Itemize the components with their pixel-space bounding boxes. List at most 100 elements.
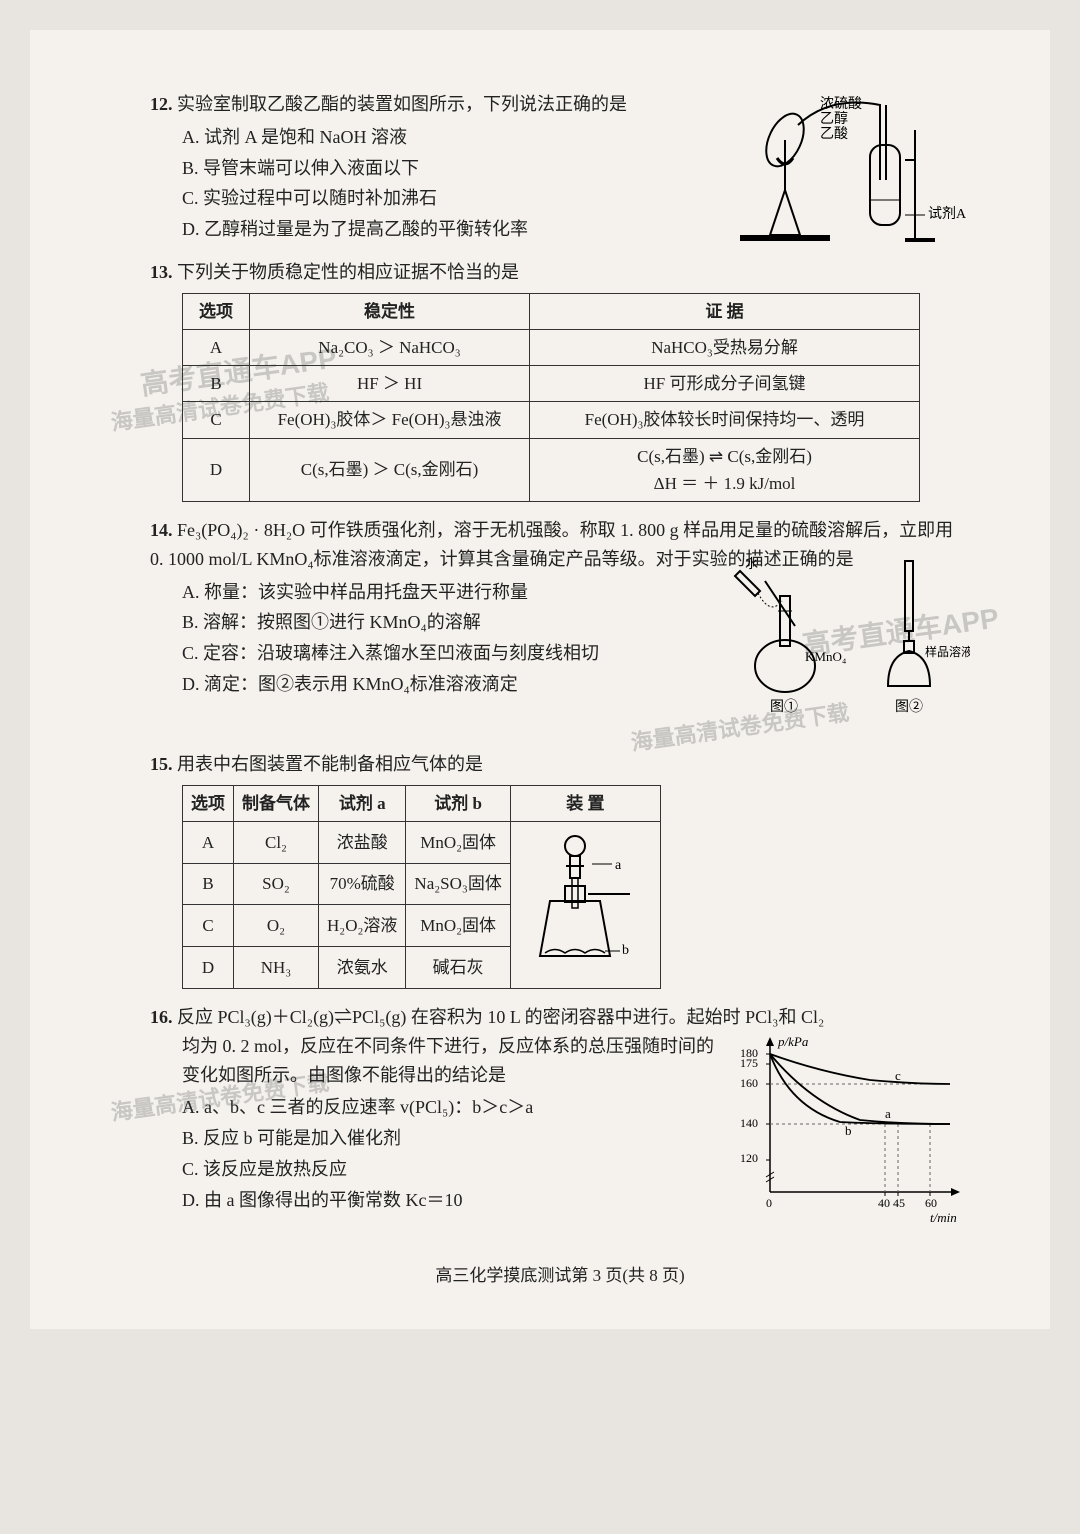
cell: Na₂SO₃固体 xyxy=(406,863,510,905)
q15-apparatus-cell: a b xyxy=(510,821,660,988)
ytick: 120 xyxy=(740,1151,758,1165)
q12-diagram: 浓硫酸 乙醇 乙酸 试剂A xyxy=(710,90,970,260)
xtick: 0 xyxy=(766,1196,772,1210)
cell: NaHCO₃受热易分解 xyxy=(530,329,920,365)
q13-th-stab: 稳定性 xyxy=(250,293,530,329)
question-15: 15. 用表中右图装置不能制备相应气体的是 选项 制备气体 试剂 a 试剂 b … xyxy=(150,750,970,989)
q14-number: 14. xyxy=(150,520,173,540)
ytick: 140 xyxy=(740,1116,758,1130)
question-12: 12. 实验室制取乙酸乙酯的装置如图所示，下列说法正确的是 xyxy=(150,90,970,244)
ylabel: p/kPa xyxy=(777,1034,809,1049)
q16-options: A. a、b、c 三者的反应速率 v(PCl₅)：b＞c＞a B. 反应 b 可… xyxy=(150,1093,716,1214)
q16-stem-start: 反应 PCl₃(g)＋Cl₂(g)⇌PCl₅(g) 在容积为 10 L 的密闭容… xyxy=(177,1007,824,1027)
th: 制备气体 xyxy=(234,785,319,821)
q13-stem: 下列关于物质稳定性的相应证据不恰当的是 xyxy=(177,262,519,282)
label-fig1: 图① xyxy=(770,699,798,715)
xlabel: t/min xyxy=(930,1210,957,1225)
label-reagent-a: 试剂A xyxy=(928,206,967,222)
q16-stem-cont: 均为 0. 2 mol，反应在不同条件下进行，反应体系的总压强随时间的变化如图所… xyxy=(150,1032,716,1090)
q12-number: 12. xyxy=(150,94,173,114)
series-a: a xyxy=(885,1106,891,1121)
label-kmno4: KMnO₄ xyxy=(805,649,847,664)
cell: 碱石灰 xyxy=(406,947,510,989)
table-row: D C(s,石墨) ＞ C(s,金刚石) C(s,石墨) ⇌ C(s,金刚石) … xyxy=(183,438,920,501)
cell: 浓氨水 xyxy=(319,947,406,989)
cell: D xyxy=(183,438,250,501)
series-b: b xyxy=(845,1123,852,1138)
q13-number: 13. xyxy=(150,262,173,282)
page-footer: 高三化学摸底测试第 3 页(共 8 页) xyxy=(150,1262,970,1289)
q14-opt-d: D. 滴定：图②表示用 KMnO₄标准溶液滴定 xyxy=(182,670,690,699)
q16-opt-d: D. 由 a 图像得出的平衡常数 Kc＝10 xyxy=(182,1186,716,1215)
cell: C xyxy=(183,905,234,947)
q16-number: 16. xyxy=(150,1007,173,1027)
table-row: A Na₂CO₃ ＞ NaHCO₃ NaHCO₃受热易分解 xyxy=(183,329,920,365)
th: 装 置 xyxy=(510,785,660,821)
th: 试剂 b xyxy=(406,785,510,821)
q12-opt-d: D. 乙醇稍过量是为了提高乙酸的平衡转化率 xyxy=(182,215,710,244)
label-sample: 样品溶液 xyxy=(925,644,970,659)
cell: C(s,石墨) ⇌ C(s,金刚石) ΔH ＝ ＋ 1.9 kJ/mol xyxy=(530,438,920,501)
cell: D xyxy=(183,947,234,989)
cell: A xyxy=(183,329,250,365)
cell: H₂O₂溶液 xyxy=(319,905,406,947)
cell: MnO₂固体 xyxy=(406,905,510,947)
ytick: 175 xyxy=(740,1056,758,1070)
cell: O₂ xyxy=(234,905,319,947)
cell: NH₃ xyxy=(234,947,319,989)
label-water: 水 xyxy=(745,556,758,571)
cell: 浓盐酸 xyxy=(319,821,406,863)
q16-chart: 180 175 160 140 120 0 40 45 60 xyxy=(730,1032,970,1232)
ytick: 160 xyxy=(740,1076,758,1090)
q12-opt-c: C. 实验过程中可以随时补加沸石 xyxy=(182,184,710,213)
svg-text:b: b xyxy=(622,943,629,958)
q13-th-ev: 证 据 xyxy=(530,293,920,329)
cell: Cl₂ xyxy=(234,821,319,863)
q16-opt-b: B. 反应 b 可能是加入催化剂 xyxy=(182,1124,716,1153)
series-c: c xyxy=(895,1068,901,1083)
q13-table: 选项 稳定性 证 据 A Na₂CO₃ ＞ NaHCO₃ NaHCO₃受热易分解… xyxy=(182,293,920,502)
q14-diagram: 水 KMnO₄ 图① 样品溶液 图② xyxy=(710,556,970,726)
cell: MnO₂固体 xyxy=(406,821,510,863)
page: 高考直通车APP 海量高清试卷免费下载 高考直通车APP 海量高清试卷免费下载 … xyxy=(30,30,1050,1329)
q13-th-opt: 选项 xyxy=(183,293,250,329)
question-13: 13. 下列关于物质稳定性的相应证据不恰当的是 选项 稳定性 证 据 A Na₂… xyxy=(150,258,970,502)
label-acetic: 乙酸 xyxy=(820,126,848,142)
svg-text:a: a xyxy=(615,858,622,873)
table-row: C Fe(OH)₃胶体＞ Fe(OH)₃悬浊液 Fe(OH)₃胶体较长时间保持均… xyxy=(183,402,920,438)
q14-opt-a: A. 称量：该实验中样品用托盘天平进行称量 xyxy=(182,578,690,607)
cell: C xyxy=(183,402,250,438)
q14-opt-c: C. 定容：沿玻璃棒注入蒸馏水至凹液面与刻度线相切 xyxy=(182,639,690,668)
xtick: 40 xyxy=(878,1196,890,1210)
q12-options: A. 试剂 A 是饱和 NaOH 溶液 B. 导管末端可以伸入液面以下 C. 实… xyxy=(150,123,710,244)
label-ethanol: 乙醇 xyxy=(820,110,848,127)
th: 试剂 a xyxy=(319,785,406,821)
q15-apparatus-icon: a b xyxy=(520,826,650,976)
q12-stem: 实验室制取乙酸乙酯的装置如图所示，下列说法正确的是 xyxy=(177,94,627,114)
q14-opt-b: B. 溶解：按照图①进行 KMnO₄的溶解 xyxy=(182,608,690,637)
xtick: 45 xyxy=(893,1196,905,1210)
cell: B xyxy=(183,863,234,905)
cell: Fe(OH)₃胶体＞ Fe(OH)₃悬浊液 xyxy=(250,402,530,438)
cell: HF 可形成分子间氢键 xyxy=(530,366,920,402)
q16-opt-c: C. 该反应是放热反应 xyxy=(182,1155,716,1184)
label-fig2: 图② xyxy=(895,699,923,715)
cell: SO₂ xyxy=(234,863,319,905)
cell: HF ＞ HI xyxy=(250,366,530,402)
q12-opt-b: B. 导管末端可以伸入液面以下 xyxy=(182,154,710,183)
q14-options: A. 称量：该实验中样品用托盘天平进行称量 B. 溶解：按照图①进行 KMnO₄… xyxy=(150,578,690,699)
q15-table: 选项 制备气体 试剂 a 试剂 b 装 置 A Cl₂ 浓盐酸 MnO₂固体 xyxy=(182,785,661,989)
cell: B xyxy=(183,366,250,402)
question-14: 14. Fe₃(PO₄)₂ · 8H₂O 可作铁质强化剂，溶于无机强酸。称取 1… xyxy=(150,516,970,736)
cell: 70%硫酸 xyxy=(319,863,406,905)
table-row: B HF ＞ HI HF 可形成分子间氢键 xyxy=(183,366,920,402)
q15-stem: 用表中右图装置不能制备相应气体的是 xyxy=(177,754,483,774)
question-16: 16. 反应 PCl₃(g)＋Cl₂(g)⇌PCl₅(g) 在容积为 10 L … xyxy=(150,1003,970,1232)
q15-number: 15. xyxy=(150,754,173,774)
label-h2so4: 浓硫酸 xyxy=(820,96,862,112)
q12-opt-a: A. 试剂 A 是饱和 NaOH 溶液 xyxy=(182,123,710,152)
q16-opt-a: A. a、b、c 三者的反应速率 v(PCl₅)：b＞c＞a xyxy=(182,1093,716,1122)
th: 选项 xyxy=(183,785,234,821)
table-row: A Cl₂ 浓盐酸 MnO₂固体 xyxy=(183,821,661,863)
cell: C(s,石墨) ＞ C(s,金刚石) xyxy=(250,438,530,501)
